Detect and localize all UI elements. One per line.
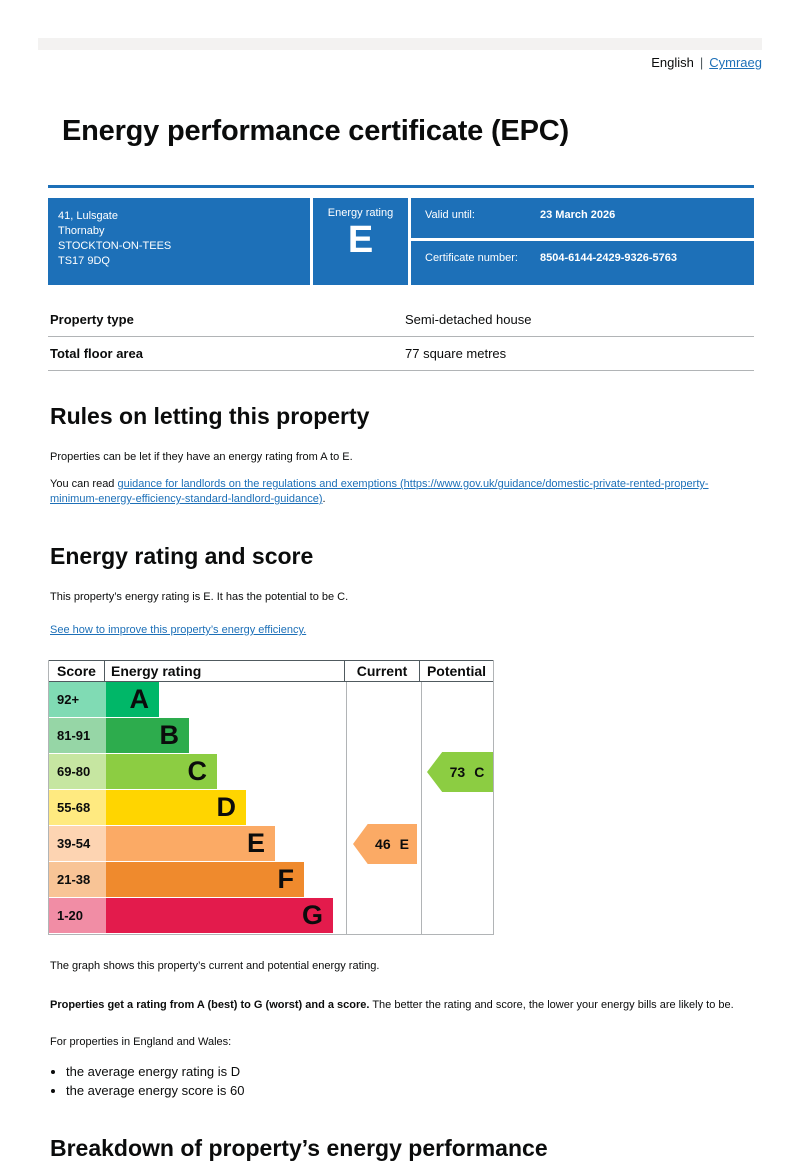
property-type-value: Semi-detached house xyxy=(405,312,532,327)
certificate-meta: Valid until: 23 March 2026 Certificate n… xyxy=(411,198,754,285)
language-current: English xyxy=(651,55,694,70)
potential-rating-arrow: 73 C xyxy=(427,752,493,792)
language-separator: | xyxy=(699,55,704,70)
epc-rating-chart: Score Energy rating Current Potential 92… xyxy=(48,660,494,935)
chart-caption: The graph shows this property’s current … xyxy=(50,960,380,972)
band-bar-b: B xyxy=(106,718,189,754)
header-strip xyxy=(38,38,762,50)
rules-heading: Rules on letting this property xyxy=(50,403,370,429)
band-bar-d: D xyxy=(106,790,246,826)
current-score: 46 xyxy=(375,836,391,852)
energy-rating-label: Energy rating xyxy=(327,207,394,219)
list-item: the average energy rating is D xyxy=(66,1064,752,1080)
rules-paragraph: Properties can be let if they have an en… xyxy=(50,451,353,463)
band-row-g: 1-20 G xyxy=(49,898,493,934)
certificate-number-label: Certificate number: xyxy=(425,252,518,264)
certificate-summary-banner: 41, Lulsgate Thornaby STOCKTON-ON-TEES T… xyxy=(48,198,754,285)
guidance-paragraph: You can read guidance for landlords on t… xyxy=(50,477,752,507)
valid-until-value: 23 March 2026 xyxy=(540,209,616,221)
breakdown-heading: Breakdown of property’s energy performan… xyxy=(50,1135,548,1161)
band-score-range: 39-54 xyxy=(49,826,106,862)
potential-column-divider xyxy=(421,682,422,934)
band-score-range: 81-91 xyxy=(49,718,106,754)
band-score-range: 92+ xyxy=(49,682,106,718)
rating-explainer-bold: Properties get a rating from A (best) to… xyxy=(50,999,370,1011)
band-row-f: 21-38 F xyxy=(49,862,493,898)
address-line-1: 41, Lulsgate xyxy=(58,210,118,222)
language-switcher: English | Cymraeg xyxy=(38,54,762,72)
current-rating-arrow: 46 E xyxy=(353,824,417,864)
potential-letter: C xyxy=(474,764,485,780)
page-title: Energy performance certificate (EPC) xyxy=(62,115,569,147)
address-line-3: STOCKTON-ON-TEES xyxy=(58,240,172,252)
certificate-number-value: 8504-6144-2429-9326-5763 xyxy=(540,252,678,264)
rating-heading: Energy rating and score xyxy=(50,543,314,569)
column-header-current: Current xyxy=(344,661,419,681)
property-facts-table: Property type Semi-detached house Total … xyxy=(48,303,754,371)
band-bar-f: F xyxy=(106,862,304,898)
improve-efficiency-link[interactable]: See how to improve this property’s energ… xyxy=(50,624,307,636)
band-row-b: 81-91 B xyxy=(49,718,493,754)
language-link-cymraeg[interactable]: Cymraeg xyxy=(709,55,762,70)
energy-rating-badge: Energy rating E xyxy=(313,198,408,285)
band-row-d: 55-68 D xyxy=(49,790,493,826)
average-ratings-list: the average energy rating is D the avera… xyxy=(66,1064,752,1099)
landlord-guidance-link[interactable]: guidance for landlords on the regulation… xyxy=(50,478,709,505)
address-line-2: Thornaby xyxy=(58,225,105,237)
rating-explainer: Properties get a rating from A (best) to… xyxy=(50,998,752,1013)
list-item: the average energy score is 60 xyxy=(66,1083,752,1099)
property-address: 41, Lulsgate Thornaby STOCKTON-ON-TEES T… xyxy=(48,198,310,285)
band-score-range: 1-20 xyxy=(49,898,106,934)
top-accent-rule xyxy=(48,185,754,188)
guidance-suffix: . xyxy=(322,493,326,505)
band-score-range: 21-38 xyxy=(49,862,106,898)
rating-summary-text: This property’s energy rating is E. It h… xyxy=(50,591,349,603)
energy-rating-value: E xyxy=(347,219,374,261)
table-row: Total floor area 77 square metres xyxy=(48,337,754,371)
band-row-c: 69-80 C xyxy=(49,754,493,790)
band-score-range: 69-80 xyxy=(49,754,106,790)
rating-explainer-rest: The better the rating and score, the low… xyxy=(369,999,734,1011)
region-intro: For properties in England and Wales: xyxy=(50,1036,232,1048)
band-bar-e: E xyxy=(106,826,275,862)
column-header-score: Score xyxy=(49,661,105,681)
current-letter: E xyxy=(399,836,409,852)
band-bar-a: A xyxy=(106,682,159,718)
property-type-label: Property type xyxy=(50,312,134,327)
floor-area-value: 77 square metres xyxy=(405,346,507,361)
column-header-potential: Potential xyxy=(419,661,493,681)
valid-until-row: Valid until: 23 March 2026 xyxy=(411,198,754,238)
certificate-number-row: Certificate number: 8504-6144-2429-9326-… xyxy=(411,241,754,285)
epc-chart-body: 92+ A 81-91 B 69-80 C 55-68 D 39-54 E 21… xyxy=(49,682,493,934)
floor-area-label: Total floor area xyxy=(50,346,143,361)
guidance-prefix: You can read xyxy=(50,478,118,490)
potential-score: 73 xyxy=(449,764,466,780)
band-row-e: 39-54 E xyxy=(49,826,493,862)
epc-chart-header: Score Energy rating Current Potential xyxy=(49,660,493,682)
band-row-a: 92+ A xyxy=(49,682,493,718)
band-bar-g: G xyxy=(106,898,333,934)
band-score-range: 55-68 xyxy=(49,790,106,826)
band-bar-c: C xyxy=(106,754,217,790)
column-header-energy-rating: Energy rating xyxy=(111,663,202,679)
table-row: Property type Semi-detached house xyxy=(48,303,754,337)
address-line-4: TS17 9DQ xyxy=(58,255,110,267)
valid-until-label: Valid until: xyxy=(425,209,475,221)
current-column-divider xyxy=(346,682,347,934)
